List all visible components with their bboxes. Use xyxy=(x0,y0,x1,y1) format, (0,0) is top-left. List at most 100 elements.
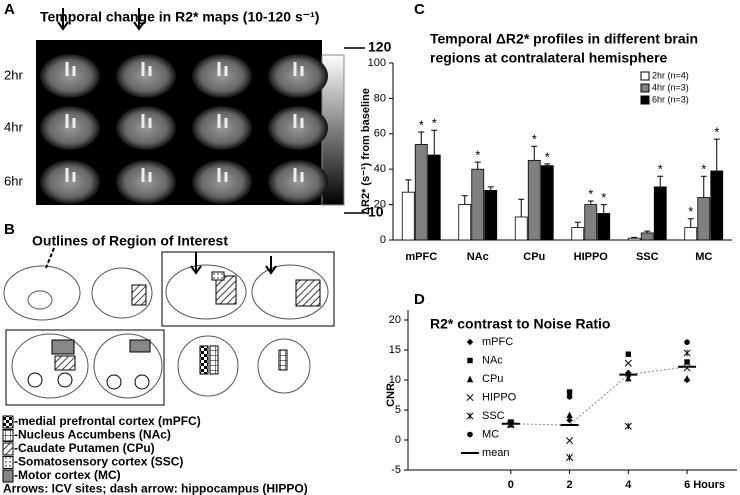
bar xyxy=(653,186,667,241)
legend-swatch xyxy=(2,429,14,442)
bar xyxy=(401,191,415,241)
point xyxy=(566,417,573,424)
arrow xyxy=(190,252,202,275)
error-bar xyxy=(713,138,720,171)
point xyxy=(566,394,573,400)
point xyxy=(624,359,632,367)
bar xyxy=(684,227,698,241)
legend-marker xyxy=(466,393,474,402)
bar xyxy=(527,159,541,241)
bar xyxy=(697,197,711,241)
row-label: 4hr xyxy=(4,119,23,134)
section-outlines xyxy=(3,264,329,399)
error-bar xyxy=(574,221,581,228)
x-tick-label: HIPPO xyxy=(574,251,609,263)
legend-label: NAc xyxy=(482,354,503,366)
box xyxy=(161,251,335,327)
y-tick-label: 40 xyxy=(374,163,386,175)
error-bar xyxy=(418,131,425,145)
error-bar xyxy=(518,198,525,217)
legend-label: mean xyxy=(482,447,510,459)
legend-marker xyxy=(467,357,473,364)
mri-slice xyxy=(192,106,252,150)
bar xyxy=(414,144,428,241)
bar xyxy=(458,204,472,241)
legend-label: 4hr (n=3) xyxy=(652,82,689,92)
panel-letter: D xyxy=(414,291,425,308)
y-tick-label: 60 xyxy=(374,128,386,140)
roi-legend: -medial prefrontal cortex (mPFC)-Nucleus… xyxy=(2,414,308,495)
bar xyxy=(514,216,528,241)
point xyxy=(566,411,573,418)
chart-title: R2* contrast to Noise Ratio xyxy=(430,316,610,332)
legend-swatch xyxy=(2,415,14,429)
legend-label: 6hr (n=3) xyxy=(652,94,689,104)
point xyxy=(625,351,632,357)
point xyxy=(566,437,574,445)
mri-slice xyxy=(268,106,328,150)
panel-letter: B xyxy=(4,221,15,238)
legend-swatch xyxy=(640,95,650,105)
chart-title: regions at contralateral hemisphere xyxy=(430,50,668,66)
error-bar xyxy=(405,179,412,193)
arrow xyxy=(57,8,69,31)
y-axis-label: ΔR2* (s⁻¹) from baseline xyxy=(360,88,372,215)
error-bar xyxy=(700,175,707,198)
row-label: 2hr xyxy=(4,67,23,82)
point xyxy=(566,453,574,461)
significance: * xyxy=(658,162,663,177)
mri-slice xyxy=(116,54,176,98)
ventricle xyxy=(141,168,152,182)
mri-slice xyxy=(40,160,100,204)
legend-label: mPFC xyxy=(482,336,513,348)
point xyxy=(625,375,632,382)
ventricle xyxy=(293,62,304,76)
ventricle xyxy=(217,168,228,182)
y-axis-label: CNR xyxy=(385,383,397,407)
bar xyxy=(640,232,654,241)
mri-slice xyxy=(40,106,100,150)
y-tick-label: 15 xyxy=(389,344,401,356)
mri-slice xyxy=(268,160,328,204)
point xyxy=(566,389,573,395)
bar xyxy=(571,227,585,241)
y-tick-label: 5 xyxy=(395,404,401,416)
x-tick-label: 6 Hours xyxy=(684,479,725,491)
legend-swatch xyxy=(640,83,650,93)
mri-slice xyxy=(40,54,100,98)
error-bar xyxy=(587,200,594,205)
legend-label: -Somatosensory cortex (SSC) xyxy=(14,455,183,469)
row-label: 6hr xyxy=(4,173,23,188)
error-bar xyxy=(431,129,438,156)
significance: * xyxy=(545,149,550,164)
bar xyxy=(627,237,641,241)
legend-label: -medial prefrontal cortex (mPFC) xyxy=(14,414,201,428)
significance: * xyxy=(588,186,593,201)
legend-label: -Caudate Putamen (CPu) xyxy=(14,441,155,455)
point xyxy=(624,422,632,430)
x-tick-label: 2 xyxy=(567,479,573,491)
error-bar xyxy=(687,218,694,228)
colorbar-min-label: 10 xyxy=(368,204,384,220)
ventricle xyxy=(217,114,228,128)
mri-slice xyxy=(192,160,252,204)
ventricle xyxy=(141,114,152,128)
legend-label: 2hr (n=4) xyxy=(652,70,689,80)
ventricle xyxy=(65,62,76,76)
legend-swatch xyxy=(2,442,14,456)
dash-arrow xyxy=(45,247,55,269)
point xyxy=(683,375,691,382)
panel-letter: C xyxy=(414,1,425,18)
significance: * xyxy=(475,148,480,163)
y-tick-label: -5 xyxy=(391,464,401,476)
box xyxy=(5,329,165,406)
legend-swatch xyxy=(2,456,14,469)
x-tick-label: mPFC xyxy=(405,251,437,263)
y-tick-label: 20 xyxy=(374,199,386,211)
panel-letter: A xyxy=(4,1,15,18)
bar xyxy=(427,154,441,241)
point xyxy=(683,349,691,357)
error-bar xyxy=(531,145,538,161)
arrow xyxy=(265,256,277,275)
